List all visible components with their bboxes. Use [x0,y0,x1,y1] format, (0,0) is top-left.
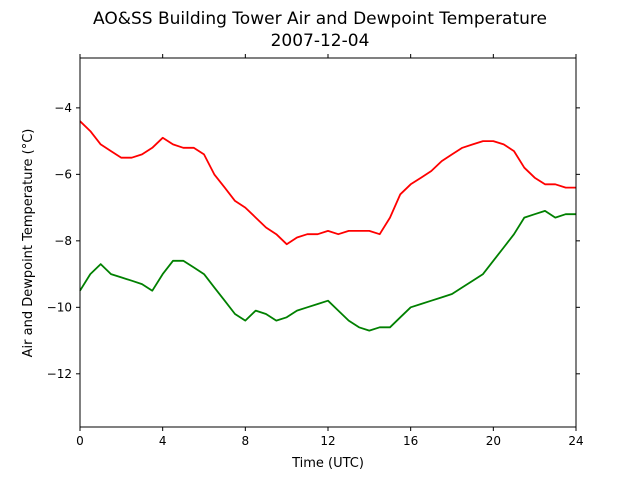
y-tick-label: −10 [47,300,72,314]
x-tick-label: 24 [568,434,583,448]
x-tick-label: 8 [242,434,250,448]
x-tick-label: 20 [486,434,501,448]
ticks-layer: 0 4 8 12 16 20 24 −12 −10 −8 −6 −4 [47,54,584,448]
x-axis-label: Time (UTC) [291,456,364,471]
x-tick-label: 12 [320,434,335,448]
y-tick-label: −6 [54,167,72,181]
y-tick-label: −12 [47,367,72,381]
chart-subtitle: 2007-12-04 [271,31,370,51]
x-tick-label: 16 [403,434,418,448]
plot-frame [79,57,577,428]
y-tick-label: −8 [54,234,72,248]
series-line-1 [79,209,576,332]
x-tick-label: 4 [159,434,167,448]
y-tick-label: −4 [54,101,72,115]
y-axis-label: Air and Dewpoint Temperature (°C) [21,129,36,358]
series-layer [79,120,576,332]
series-line-0 [79,120,576,246]
x-tick-label: 0 [76,434,84,448]
chart-title: AO&SS Building Tower Air and Dewpoint Te… [93,9,547,29]
